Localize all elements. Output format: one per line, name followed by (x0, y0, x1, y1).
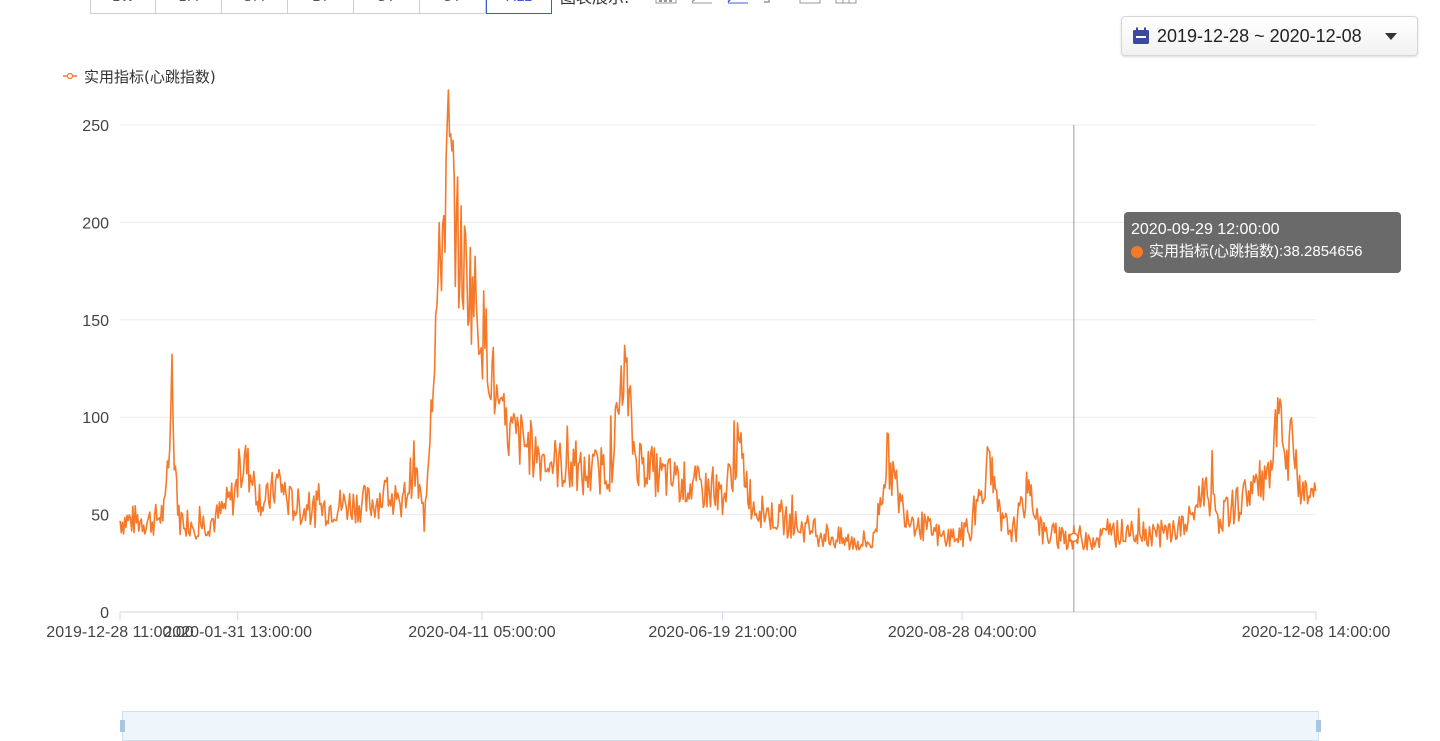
area-chart-icon[interactable] (727, 0, 749, 4)
crosshair-marker (1069, 532, 1079, 543)
y-tick-label: 150 (82, 313, 109, 330)
x-tick-label: 2020-04-11 05:00:00 (408, 624, 555, 641)
y-tick-label: 0 (100, 605, 109, 622)
navigator-left-handle[interactable] (120, 720, 125, 732)
range-tabs: 1W1M3M1Y3Y5YALL (90, 0, 552, 14)
chart-tooltip: 2020-09-29 12:00:00 实用指标(心跳指数): 38.28546… (1124, 212, 1401, 273)
calendar-icon (1133, 27, 1149, 44)
tooltip-row: 实用指标(心跳指数): 38.2854656 (1131, 241, 1394, 263)
range-tab-5y[interactable]: 5Y (420, 0, 486, 14)
y-tick-label: 50 (91, 508, 109, 525)
line-chart-icon[interactable] (691, 0, 713, 4)
tooltip-series-label: 实用指标(心跳指数): (1149, 243, 1284, 260)
date-range-picker[interactable]: 2019-12-28 ~ 2020-12-08 (1121, 16, 1418, 56)
x-tick-label: 2020-01-31 13:00:00 (163, 624, 312, 641)
range-tab-3m[interactable]: 3M (222, 0, 288, 14)
range-tab-3y[interactable]: 3Y (354, 0, 420, 14)
date-range-value: 2019-12-28 ~ 2020-12-08 (1157, 25, 1362, 46)
chart-type-label: 图表展示: (560, 0, 629, 10)
series-line (119, 89, 1317, 551)
chart-type-icons (655, 0, 857, 4)
x-tick-label: 2020-12-08 14:00:00 (1242, 624, 1391, 641)
legend-marker-icon (66, 72, 74, 80)
range-navigator[interactable] (120, 711, 1321, 741)
legend-label: 实用指标(心跳指数) (84, 68, 216, 86)
step-chart-icon[interactable] (763, 0, 785, 4)
series-dot-icon (1131, 246, 1143, 258)
range-tab-all[interactable]: ALL (486, 0, 552, 14)
grid-icon[interactable] (835, 0, 857, 4)
chevron-down-icon (1385, 33, 1397, 40)
bar-chart-icon[interactable] (655, 0, 677, 4)
navigator-right-handle[interactable] (1316, 720, 1321, 732)
tooltip-value: 38.2854656 (1283, 243, 1363, 260)
x-tick-label: 2019-12-28 11:00:00 (46, 624, 193, 641)
y-tick-label: 100 (82, 410, 109, 427)
y-tick-label: 250 (82, 118, 109, 135)
x-tick-label: 2020-06-19 21:00:00 (648, 624, 797, 641)
x-tick-label: 2020-08-28 04:00:00 (888, 624, 1037, 641)
range-tab-1y[interactable]: 1Y (288, 0, 354, 14)
table-icon[interactable] (799, 0, 821, 4)
y-tick-label: 200 (82, 215, 109, 232)
range-tab-1w[interactable]: 1W (90, 0, 156, 14)
tooltip-time: 2020-09-29 12:00:00 (1131, 221, 1280, 238)
range-tab-1m[interactable]: 1M (156, 0, 222, 14)
